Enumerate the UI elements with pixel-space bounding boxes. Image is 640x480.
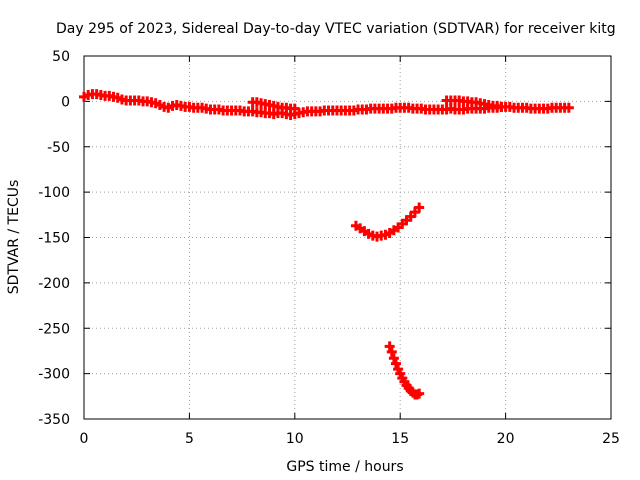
- x-tick-label: 15: [391, 431, 409, 447]
- x-axis-ticks: 0 5 10 15 20 25: [80, 56, 620, 447]
- chart-title: Day 295 of 2023, Sidereal Day-to-day VTE…: [56, 21, 616, 37]
- y-tick-label: -300: [38, 367, 70, 383]
- data-points: [79, 89, 574, 400]
- data-point: [414, 388, 425, 399]
- y-tick-label: -250: [38, 321, 70, 337]
- data-point: [414, 202, 425, 213]
- y-tick-label: -150: [38, 231, 70, 247]
- plot-frame: [83, 55, 612, 420]
- data-point: [386, 346, 397, 357]
- x-tick-label: 0: [80, 431, 89, 447]
- data-point: [388, 353, 399, 364]
- x-tick-label: 20: [497, 431, 515, 447]
- x-tick-label: 10: [286, 431, 304, 447]
- y-tick-label: -100: [38, 185, 70, 201]
- y-axis-label: SDTVAR / TECUs: [6, 180, 22, 295]
- x-axis-label: GPS time / hours: [286, 459, 403, 475]
- data-point: [384, 341, 395, 352]
- y-tick-label: 50: [52, 49, 70, 65]
- y-tick-label: -350: [38, 412, 70, 428]
- y-tick-label: -200: [38, 276, 70, 292]
- data-point: [390, 358, 401, 369]
- y-tick-label: 0: [61, 94, 70, 110]
- y-axis-ticks: -350 -300 -250 -200 -150 -100 -50 0 50: [38, 49, 611, 428]
- data-point: [289, 103, 300, 114]
- x-tick-label: 5: [185, 431, 194, 447]
- series-arc-2: [384, 341, 425, 400]
- y-tick-label: -50: [47, 140, 70, 156]
- x-tick-label: 25: [602, 431, 620, 447]
- data-point: [563, 102, 574, 113]
- series-arc-1: [350, 202, 425, 242]
- data-point: [496, 101, 507, 112]
- series-upper-branch: [247, 95, 507, 114]
